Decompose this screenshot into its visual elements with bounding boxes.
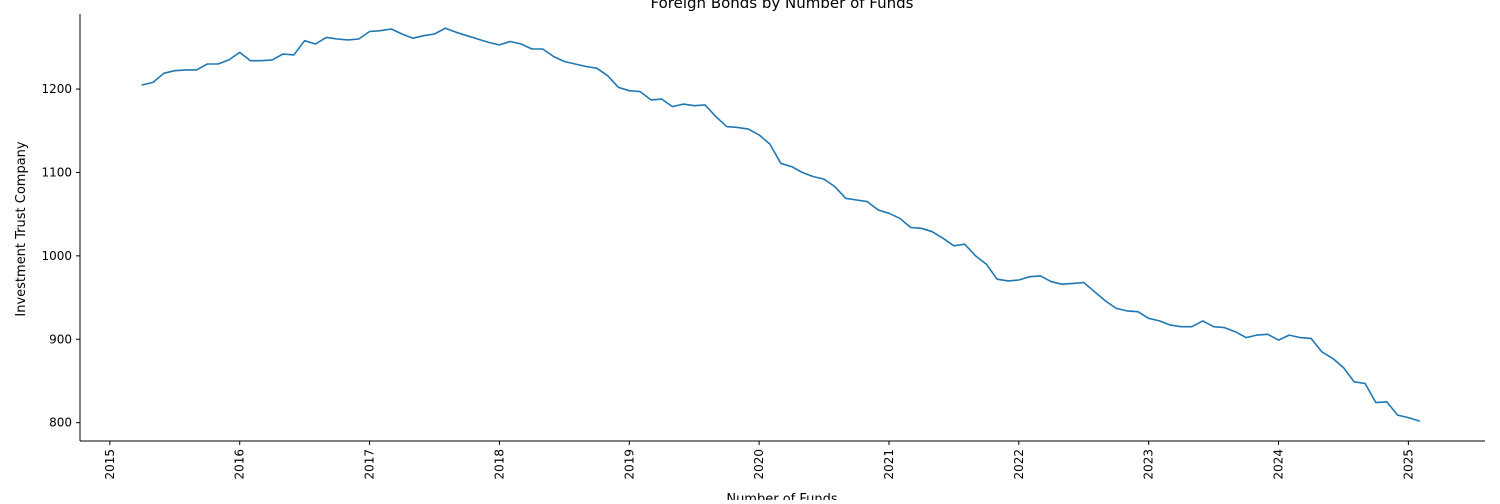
y-tick-label: 1200: [41, 82, 72, 96]
y-tick-label: 1100: [41, 165, 72, 179]
x-tick-label: 2020: [752, 449, 766, 480]
y-axis: 800 900 1000 1100 1200: [41, 14, 81, 441]
x-tick-label: 2025: [1401, 449, 1415, 480]
x-tick-label: 2017: [363, 449, 377, 480]
x-tick-label: 2019: [622, 449, 636, 480]
y-tick-label: 800: [49, 416, 72, 430]
chart-title: Foreign Bonds by Number of Funds: [651, 0, 914, 12]
y-axis-label: Investment Trust Company: [14, 141, 29, 317]
y-tick-label: 900: [49, 332, 72, 346]
x-tick-label: 2021: [882, 449, 896, 480]
x-tick-label: 2023: [1142, 449, 1156, 480]
x-axis-label: Number of Funds: [726, 492, 838, 500]
x-tick-label: 2024: [1272, 449, 1286, 480]
plot-area: [141, 27, 1420, 422]
x-tick-label: 2022: [1012, 449, 1026, 480]
x-tick-label: 2016: [233, 449, 247, 480]
x-tick-label: 2018: [492, 449, 506, 480]
series-line: [141, 27, 1420, 422]
x-tick-label: 2015: [103, 449, 117, 480]
y-tick-label: 1000: [41, 249, 72, 263]
x-axis: 2015 2016 2017 2018 2019 2020 2021 2022 2023 2024…: [80, 440, 1485, 480]
